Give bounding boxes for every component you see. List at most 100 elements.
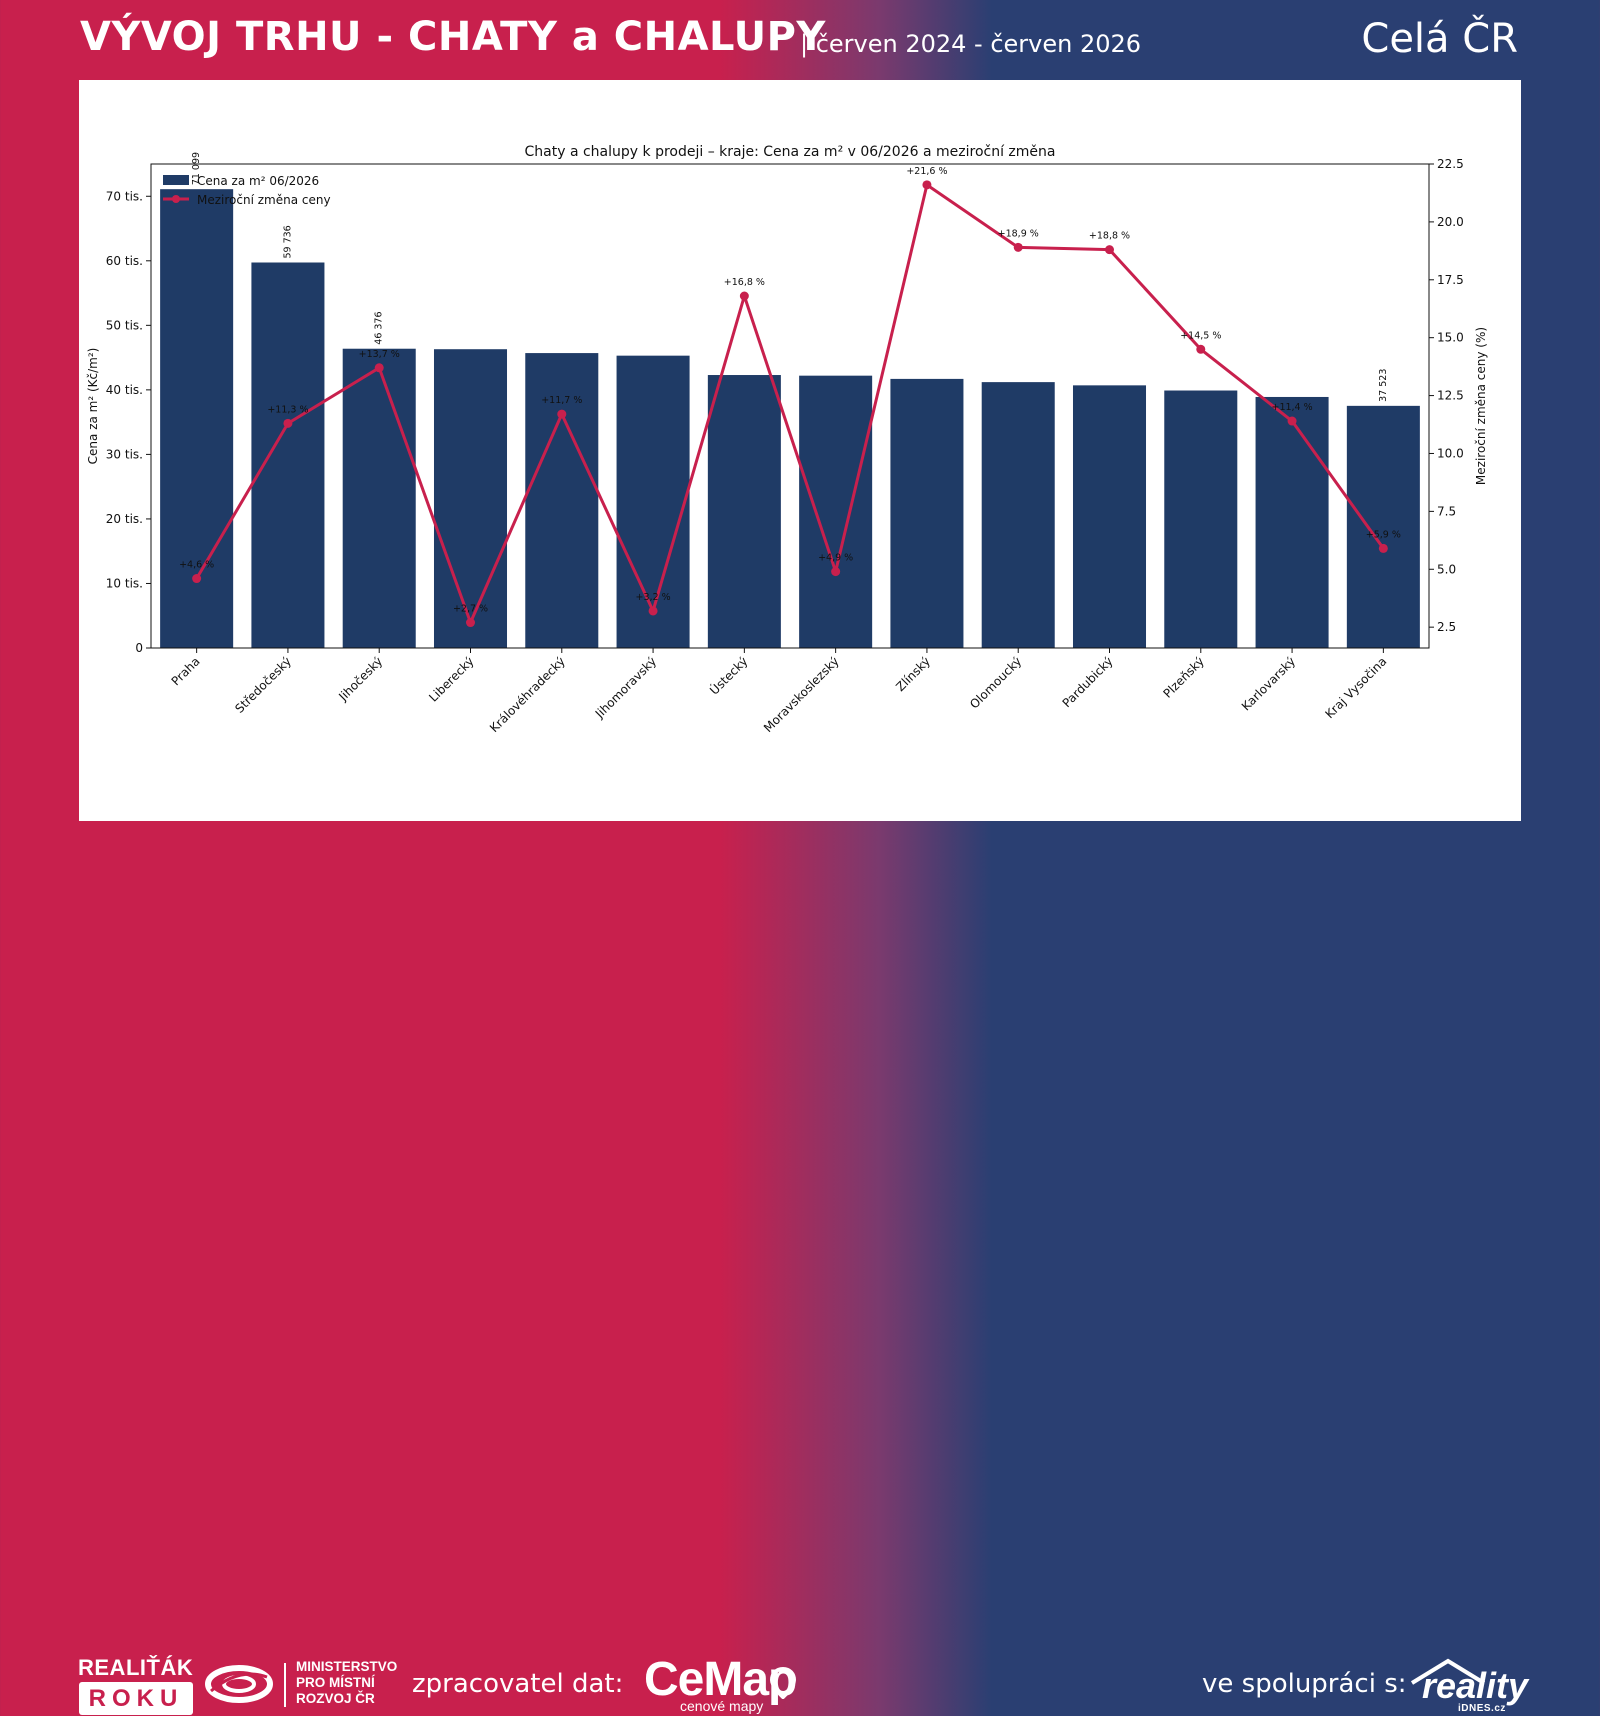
plot-frame <box>150 163 1430 649</box>
bar-13 <box>1346 405 1420 648</box>
legend-marker-line <box>172 195 180 203</box>
bar-value-label-0: 71 099 <box>191 152 202 185</box>
y2-tick-label-4: 12.5 <box>1437 389 1464 403</box>
line-point-2 <box>374 363 384 373</box>
cemap-subtitle: cenové mapy <box>680 1698 764 1714</box>
bar-1 <box>251 262 325 648</box>
line-series-yoy <box>195 183 1385 625</box>
line-point-3 <box>466 618 475 628</box>
y2-tick-label-7: 20.0 <box>1437 215 1464 229</box>
line-value-label-3: +2,7 % <box>453 604 488 615</box>
y2-tick-label-8: 22.5 <box>1437 157 1464 171</box>
y2-tick-label-2: 7.5 <box>1437 504 1456 518</box>
y-axis-label: Cena za m² (Kč/m²) <box>86 348 100 465</box>
x-tick-label-4: Královéhradecký <box>487 654 568 735</box>
line-point-7 <box>831 567 841 577</box>
x-tick-label-11: Plzeňský <box>1160 654 1206 700</box>
line-value-label-0: +4,6 % <box>179 560 214 571</box>
x-tick-label-2: Jihočeský <box>335 654 385 704</box>
line-value-label-8: +21,6 % <box>906 166 947 177</box>
x-tick-label-12: Karlovarský <box>1239 654 1298 713</box>
x-tick-label-7: Moravskoslezský <box>761 654 842 735</box>
x-tick-label-1: Středočeský <box>232 654 294 716</box>
region-label: Celá ČR <box>1361 16 1518 62</box>
y-tick-label-3: 30 tis. <box>106 447 143 461</box>
bar-8 <box>890 378 964 648</box>
legend-swatch-bar <box>163 175 189 185</box>
y2-axis-label: Meziroční změna ceny (%) <box>1474 327 1488 485</box>
bar-11 <box>1164 390 1238 648</box>
line-point-0 <box>192 574 202 584</box>
y2-tick-label-6: 17.5 <box>1437 273 1464 287</box>
line-value-label-2: +13,7 % <box>359 349 400 360</box>
y-tick-label-6: 60 tis. <box>106 254 143 268</box>
bar-2 <box>342 348 416 648</box>
chart-title: Chaty a chalupy k prodeji – kraje: Cena … <box>525 144 1056 160</box>
x-tick-label-13: Kraj Vysočina <box>1322 654 1389 721</box>
bar-7 <box>799 375 873 648</box>
y-tick-label-5: 50 tis. <box>106 318 143 332</box>
x-tick-label-0: Praha <box>169 654 203 688</box>
bar-value-label-13: 37 523 <box>1378 369 1389 402</box>
line-point-4 <box>557 409 567 419</box>
bar-value-label-2: 46 376 <box>374 311 385 344</box>
y-tick-label-1: 10 tis. <box>106 576 143 590</box>
legend-label-line: Meziroční změna ceny <box>197 193 331 207</box>
y-tick-label-4: 40 tis. <box>106 383 143 397</box>
line-point-6 <box>739 291 749 301</box>
reality-logo: reality <box>1422 1665 1529 1706</box>
line-point-10 <box>1105 245 1114 255</box>
ministry-line-3: ROZVOJ ČR <box>296 1691 375 1706</box>
footer-bar: REALIŤÁK ROKU MINISTERSTVO PRO MÍSTNÍ RO… <box>0 821 1600 1715</box>
x-tick-label-9: Olomoucký <box>967 654 1024 711</box>
chart-svg: Chaty a chalupy k prodeji – kraje: Cena … <box>86 144 1488 735</box>
chart-panel: Chaty a chalupy k prodeji – kraje: Cena … <box>79 80 1521 821</box>
bar-12 <box>1255 396 1329 648</box>
line-value-label-11: +14,5 % <box>1180 330 1221 341</box>
line-value-label-1: +11,3 % <box>267 404 308 415</box>
line-point-8 <box>922 180 932 190</box>
line-value-label-10: +18,8 % <box>1089 231 1130 242</box>
ministry-divider <box>284 1663 286 1707</box>
x-tick-label-10: Pardubický <box>1060 654 1116 710</box>
line-value-label-12: +11,4 % <box>1271 402 1312 413</box>
bar-3 <box>433 349 508 648</box>
bar-4 <box>525 353 599 648</box>
legend-label-bar: Cena za m² 06/2026 <box>197 174 319 188</box>
line-value-label-5: +3,2 % <box>636 592 671 603</box>
line-value-label-13: +5,9 % <box>1366 529 1401 540</box>
y-tick-label-7: 70 tis. <box>106 189 143 203</box>
period-subtitle: | červen 2024 - červen 2026 <box>800 30 1142 58</box>
realitak-logo-text: REALIŤÁK <box>78 1655 194 1680</box>
bar-value-label-1: 59 736 <box>282 225 293 258</box>
partner-label: ve spolupráci s: <box>1202 1669 1407 1699</box>
page-title: VÝVOJ TRHU - CHATY a CHALUPY <box>80 14 826 60</box>
line-point-1 <box>283 418 293 428</box>
bar-0 <box>160 189 234 649</box>
line-value-label-7: +4,9 % <box>818 553 853 564</box>
idnes-logo: iDNES.cz <box>1458 1703 1506 1714</box>
x-tick-label-3: Liberecký <box>426 654 476 704</box>
cemap-pin-icon <box>770 1667 796 1699</box>
y-tick-label-0: 0 <box>135 641 143 655</box>
line-point-5 <box>648 606 658 616</box>
x-tick-label-5: Jihomoravský <box>592 654 659 721</box>
ministry-line-2: PRO MÍSTNÍ <box>296 1675 375 1690</box>
processor-label: zpracovatel dat: <box>412 1669 624 1699</box>
y2-tick-label-5: 15.0 <box>1437 331 1464 345</box>
line-value-label-6: +16,8 % <box>724 277 765 288</box>
line-value-label-4: +11,7 % <box>541 395 582 406</box>
roku-badge: ROKU <box>79 1682 193 1715</box>
y2-tick-label-1: 5.0 <box>1437 562 1456 576</box>
line-point-11 <box>1196 344 1206 354</box>
line-point-12 <box>1287 416 1297 426</box>
x-tick-label-8: Zlínský <box>893 654 933 694</box>
bar-6 <box>707 375 781 648</box>
line-point-9 <box>1013 242 1023 252</box>
ministry-line-1: MINISTERSTVO <box>296 1659 398 1674</box>
bar-5 <box>616 355 690 648</box>
x-tick-label-6: Ústecký <box>706 654 750 698</box>
bar-9 <box>981 382 1055 648</box>
header-bar: VÝVOJ TRHU - CHATY a CHALUPY | červen 20… <box>0 0 1600 80</box>
y-tick-label-2: 20 tis. <box>106 512 143 526</box>
